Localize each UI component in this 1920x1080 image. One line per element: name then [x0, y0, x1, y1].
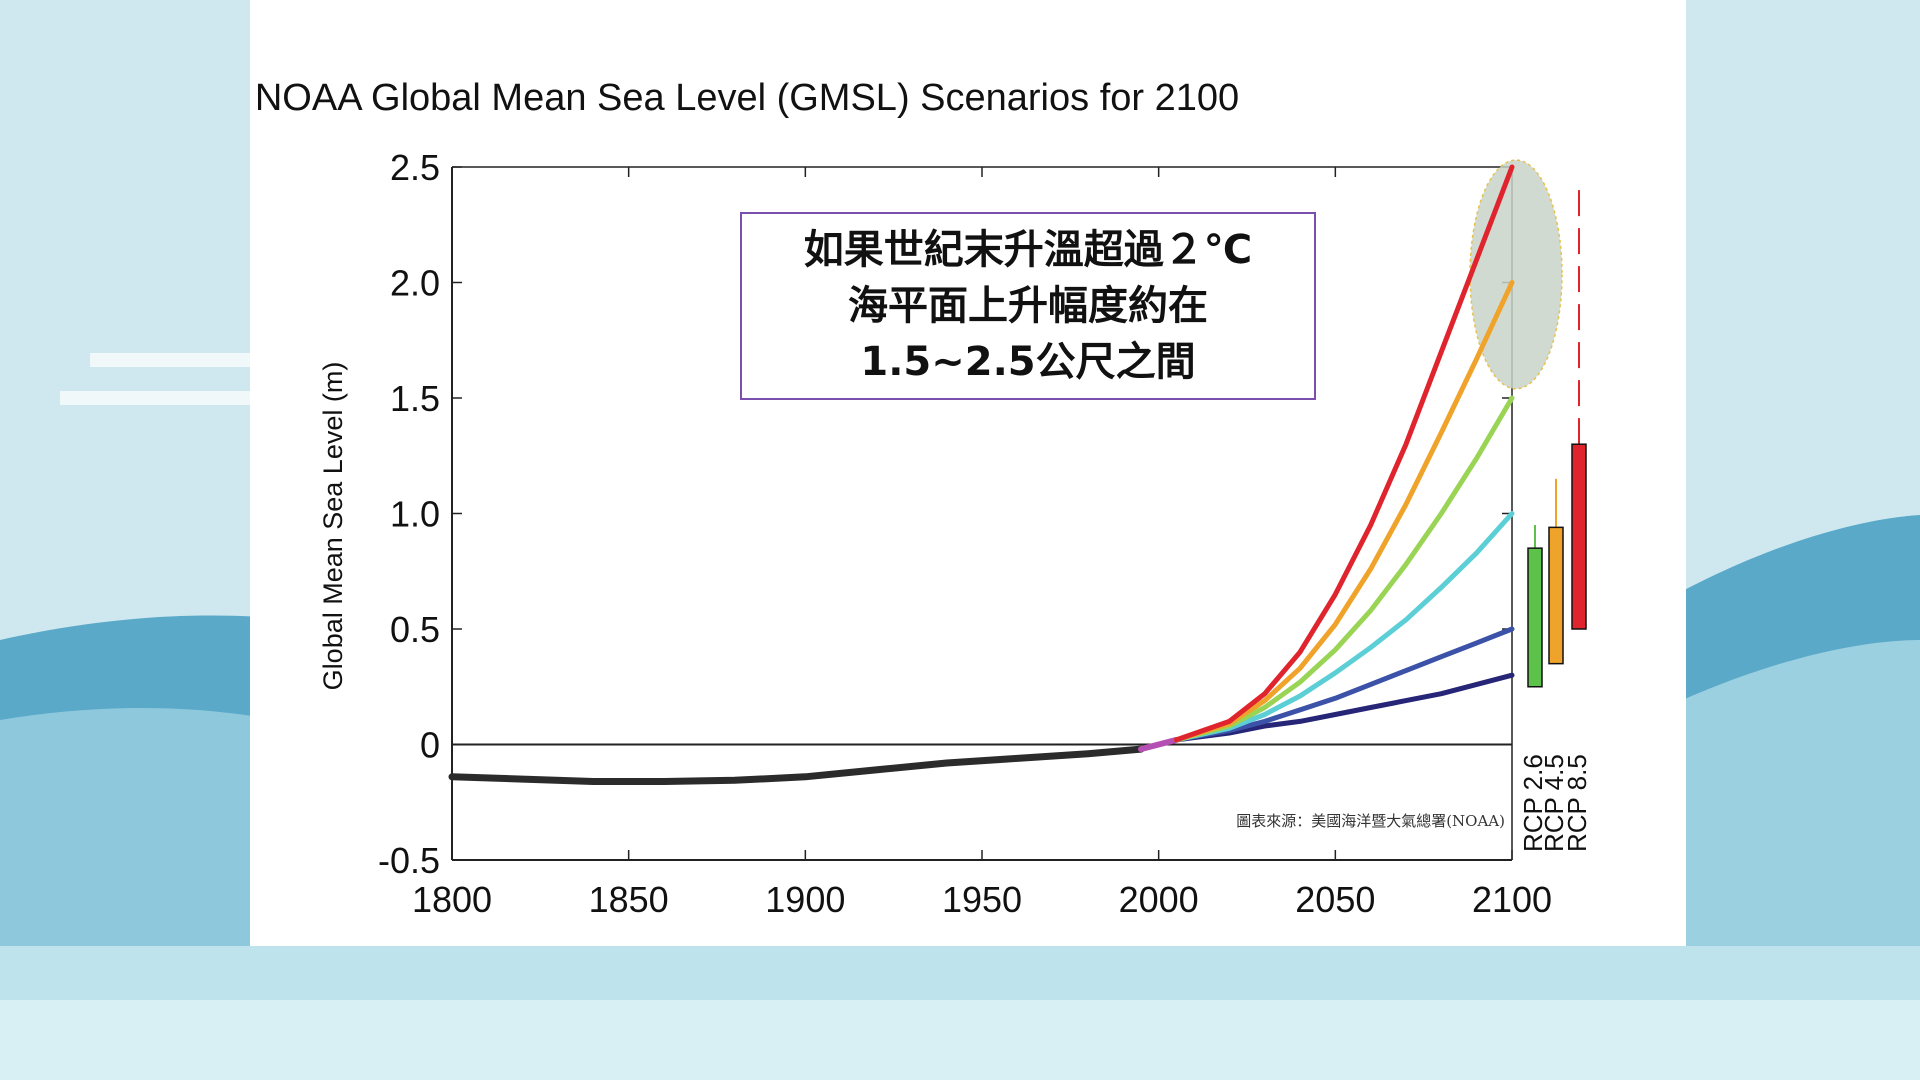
- chart-title: NOAA Global Mean Sea Level (GMSL) Scenar…: [255, 77, 1239, 119]
- sea-level-chart: NOAA Global Mean Sea Level (GMSL) Scenar…: [255, 77, 1592, 920]
- x-tick-label: 1950: [942, 879, 1022, 920]
- source-note: 圖表來源：美國海洋暨大氣總署(NOAA): [1236, 812, 1505, 830]
- rcp-label: RCP 4.5: [1539, 754, 1569, 852]
- annotation-callout: 如果世紀末升溫超過２℃ 海平面上升幅度約在 1.5~2.5公尺之間: [740, 212, 1316, 400]
- x-tick-label: 1900: [765, 879, 845, 920]
- callout-line-3: 1.5~2.5公尺之間: [860, 339, 1196, 385]
- scenario-series-line-2: [1173, 280, 1515, 743]
- y-tick-label: 0: [420, 725, 440, 766]
- rcp-label: RCP 2.6: [1518, 754, 1548, 852]
- scenario-series-line-4: [1173, 511, 1515, 743]
- highlight-ellipse: [1469, 159, 1563, 390]
- rcp-range-box: [1571, 443, 1587, 630]
- y-tick-label: 2.5: [390, 147, 440, 188]
- scenario-series-line-3: [1173, 395, 1515, 743]
- callout-line-2: 海平面上升幅度約在: [848, 283, 1208, 329]
- scenario-series-line-6: [1173, 672, 1515, 743]
- chart-panel: NOAA Global Mean Sea Level (GMSL) Scenar…: [250, 0, 1686, 946]
- scenario-series-line-1: [1173, 164, 1515, 743]
- rcp-range-box: [1527, 547, 1543, 688]
- x-tick-label: 1850: [589, 879, 669, 920]
- callout-line-1: 如果世紀末升溫超過２℃: [803, 227, 1253, 273]
- transition-series-line: [1138, 736, 1180, 753]
- x-tick-label: 2100: [1472, 879, 1552, 920]
- rcp-range-box: [1548, 526, 1564, 665]
- y-axis-label: Global Mean Sea Level (m): [318, 362, 348, 691]
- x-tick-label: 2000: [1119, 879, 1199, 920]
- y-tick-label: 1.0: [390, 494, 440, 535]
- y-tick-label: 0.5: [390, 609, 440, 650]
- historical-series-line: [448, 745, 1145, 785]
- y-tick-label: 1.5: [390, 378, 440, 419]
- y-tick-label: 2.0: [390, 263, 440, 304]
- x-tick-label: 1800: [412, 879, 492, 920]
- y-tick-label: -0.5: [378, 840, 440, 881]
- rcp-label: RCP 8.5: [1562, 754, 1592, 852]
- scenario-series-line-5: [1173, 626, 1515, 743]
- x-tick-label: 2050: [1295, 879, 1375, 920]
